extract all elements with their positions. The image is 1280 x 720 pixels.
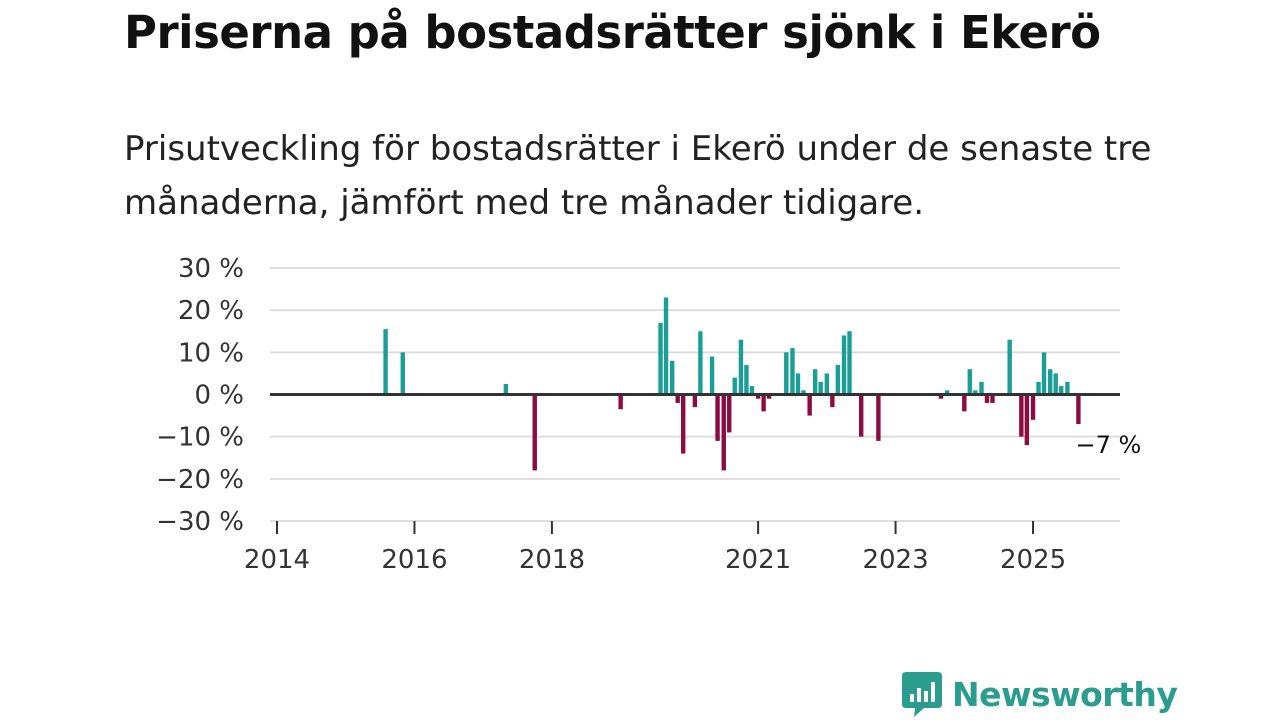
bar-positive: [732, 377, 737, 395]
bar-positive: [709, 356, 715, 395]
bar-positive: [663, 297, 669, 395]
bar-positive: [744, 364, 749, 395]
bar-negative: [727, 394, 732, 433]
bar-negative: [761, 394, 766, 412]
bar-negative: [1019, 394, 1024, 437]
bar-negative: [715, 394, 720, 441]
bar-positive: [818, 381, 823, 395]
bar-positive: [795, 373, 801, 395]
bar-positive: [400, 352, 405, 395]
bar-positive: [784, 352, 789, 395]
y-tick-label: −30 %: [156, 507, 244, 537]
chart-subtitle: Prisutveckling för bostadsrätter i Ekerö…: [124, 129, 1152, 223]
x-tick-label: 2014: [244, 545, 310, 575]
bar-positive: [1041, 352, 1047, 395]
bar-positive: [383, 329, 388, 395]
bar-negative: [680, 394, 686, 454]
bar-positive: [503, 383, 509, 395]
bar-negative: [766, 394, 772, 399]
end-value-label: −7 %: [1075, 431, 1141, 459]
bar-positive: [738, 339, 744, 395]
bar-negative: [755, 394, 761, 399]
bar-positive: [944, 390, 950, 395]
bar-negative: [692, 394, 698, 408]
bar-positive: [967, 369, 972, 395]
newsworthy-logo-icon: [902, 672, 942, 717]
y-tick-label: 20 %: [178, 296, 244, 326]
y-tick-label: 30 %: [178, 254, 244, 284]
y-tick-label: 10 %: [178, 338, 244, 368]
brand-name: Newsworthy: [952, 674, 1178, 714]
x-tick-label: 2018: [519, 545, 585, 575]
bar-positive: [1036, 381, 1041, 395]
bar-positive: [835, 364, 841, 395]
brand-logo: Newsworthy: [902, 670, 1178, 718]
bar-negative: [721, 394, 726, 471]
bar-negative: [962, 394, 967, 412]
bar-positive: [812, 369, 818, 395]
bar-positive: [801, 390, 806, 395]
bar-negative: [807, 394, 812, 416]
x-tick-label: 2021: [725, 545, 791, 575]
bar-negative: [618, 394, 623, 410]
bar-positive: [979, 381, 984, 395]
y-tick-label: −10 %: [156, 423, 244, 453]
bar-positive: [749, 386, 755, 395]
bar-negative: [859, 394, 864, 437]
bar-positive: [841, 335, 847, 395]
bar-positive: [847, 331, 852, 395]
x-tick-label: 2023: [862, 545, 928, 575]
x-tick-label: 2016: [381, 545, 447, 575]
bar-negative: [938, 394, 944, 399]
bar-positive: [824, 373, 830, 395]
bar-negative: [1024, 394, 1030, 446]
bar-negative: [1076, 394, 1081, 425]
bar-positive: [669, 360, 675, 395]
bar-positive: [1065, 381, 1070, 395]
bar-positive: [698, 331, 703, 395]
bar-negative: [984, 394, 990, 403]
bar-positive: [1053, 373, 1058, 395]
bar-negative: [532, 394, 537, 471]
bar-positive: [658, 322, 663, 395]
bar-positive: [1048, 369, 1053, 395]
y-tick-label: 0 %: [194, 381, 244, 411]
x-tick-label: 2025: [1000, 545, 1066, 575]
bar-negative: [876, 394, 881, 441]
bar-negative: [830, 394, 835, 408]
bar-positive: [1059, 386, 1064, 395]
chart-title: Priserna på bostadsrätter sjönk i Ekerö: [124, 6, 1101, 59]
bar-positive: [790, 348, 795, 395]
bar-negative: [990, 394, 995, 403]
bar-negative: [1030, 394, 1036, 420]
bar-positive: [973, 390, 978, 395]
y-tick-label: −20 %: [156, 465, 244, 495]
bar-positive: [1007, 339, 1012, 395]
bar-negative: [675, 394, 680, 403]
